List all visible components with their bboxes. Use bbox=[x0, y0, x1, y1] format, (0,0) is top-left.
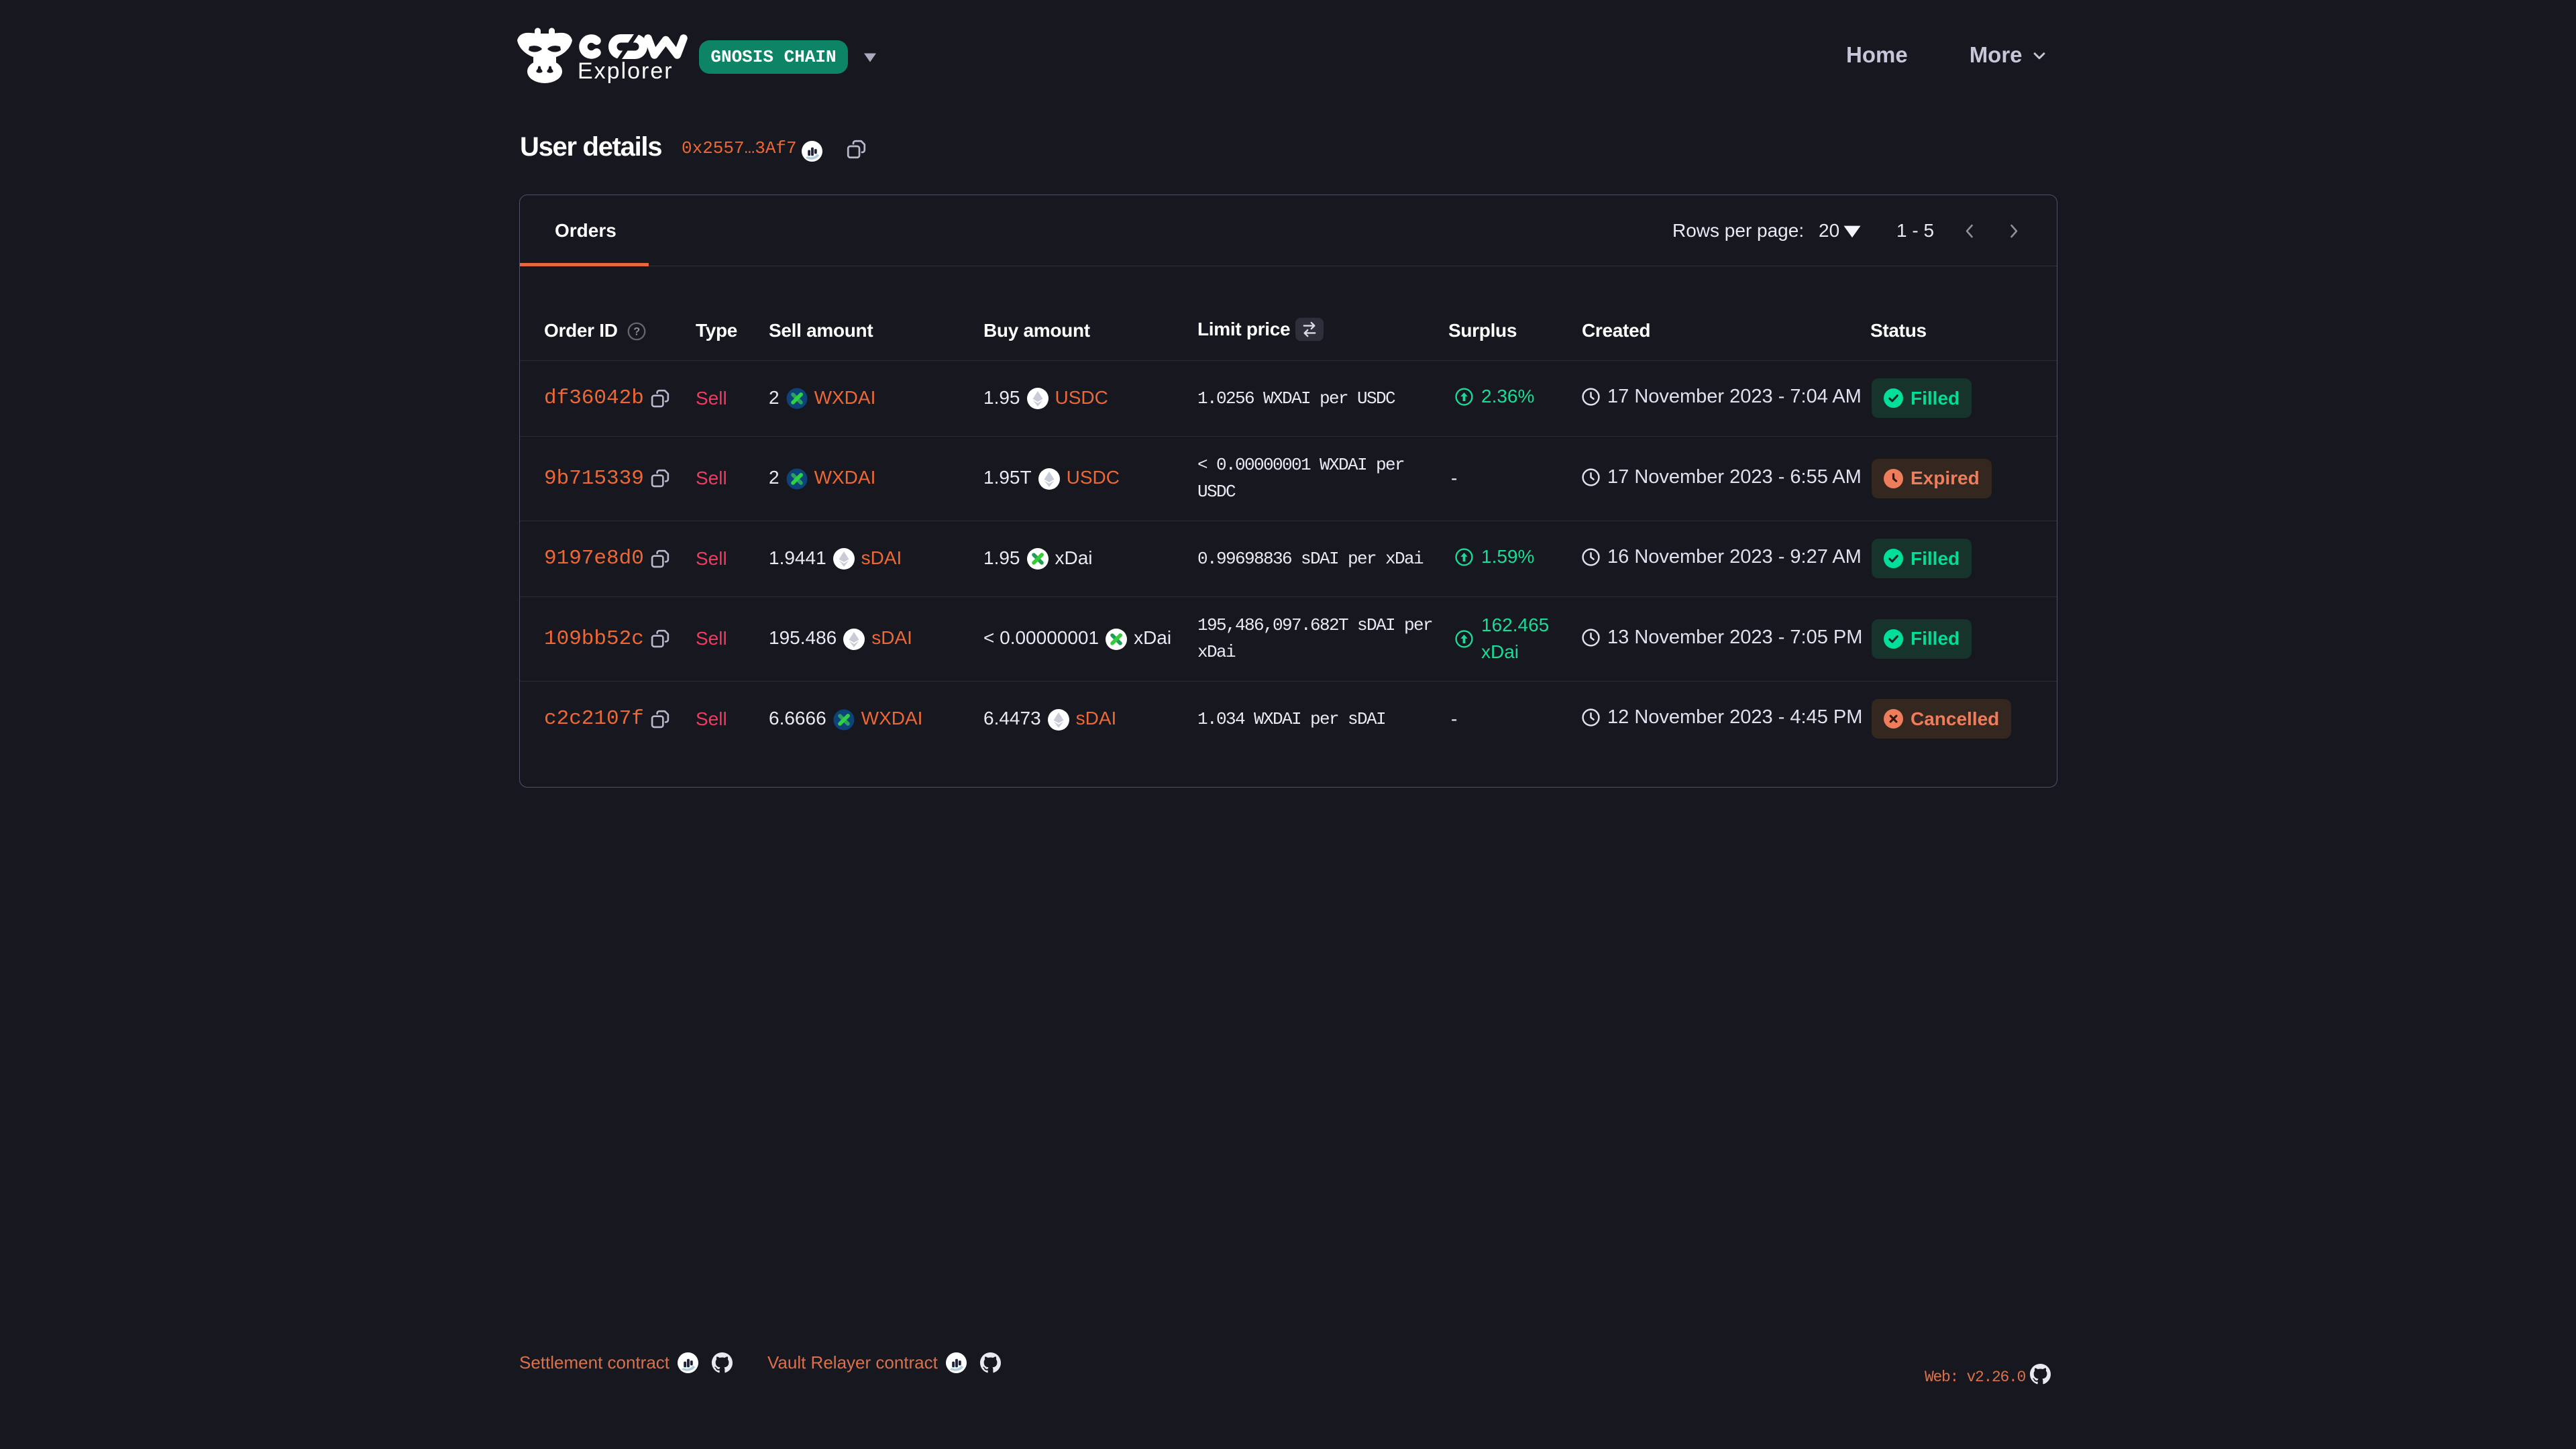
svg-text:?: ? bbox=[633, 325, 640, 337]
